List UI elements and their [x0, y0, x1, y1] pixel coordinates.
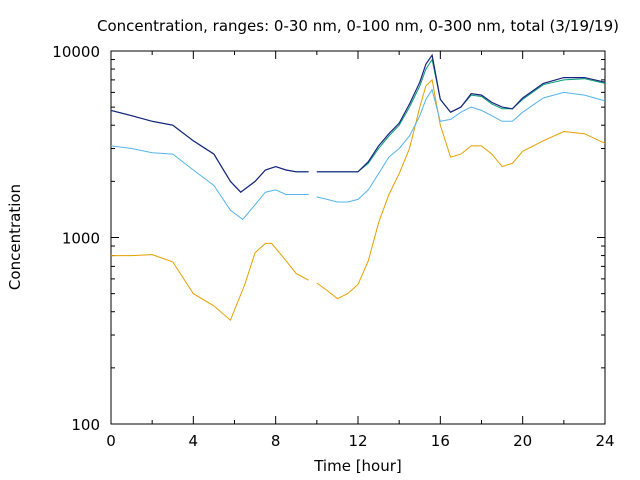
x-tick-label: 20 — [513, 432, 532, 450]
series-2 — [110, 88, 606, 221]
x-tick-label: 16 — [431, 432, 450, 450]
x-axis-label: Time [hour] — [313, 457, 402, 475]
series-line-segment — [316, 88, 606, 203]
series-line-segment — [316, 53, 606, 173]
series-4 — [110, 53, 606, 193]
series-layer — [110, 53, 606, 322]
axis-tick-labels: 0 4 8 12 16 20 24 100 1000 10000 — [52, 43, 614, 450]
x-tick-label: 24 — [595, 432, 614, 450]
series-line-segment — [111, 242, 309, 322]
x-tick-label: 12 — [348, 432, 367, 450]
y-tick-label: 10000 — [52, 43, 100, 61]
axis-ticks — [110, 50, 606, 425]
x-tick-label: 8 — [271, 432, 281, 450]
series-1 — [111, 78, 606, 322]
y-tick-label: 100 — [71, 416, 100, 434]
series-line-segment — [110, 109, 309, 193]
y-tick-label: 1000 — [62, 230, 100, 248]
y-axis-label: Concentration — [6, 184, 24, 290]
series-line-segment — [316, 78, 606, 300]
chart-title: Concentration, ranges: 0-30 nm, 0-100 nm… — [97, 17, 619, 35]
x-tick-label: 0 — [106, 432, 116, 450]
series-line-segment — [110, 145, 309, 221]
x-tick-label: 4 — [189, 432, 199, 450]
series-line-segment — [316, 58, 606, 173]
